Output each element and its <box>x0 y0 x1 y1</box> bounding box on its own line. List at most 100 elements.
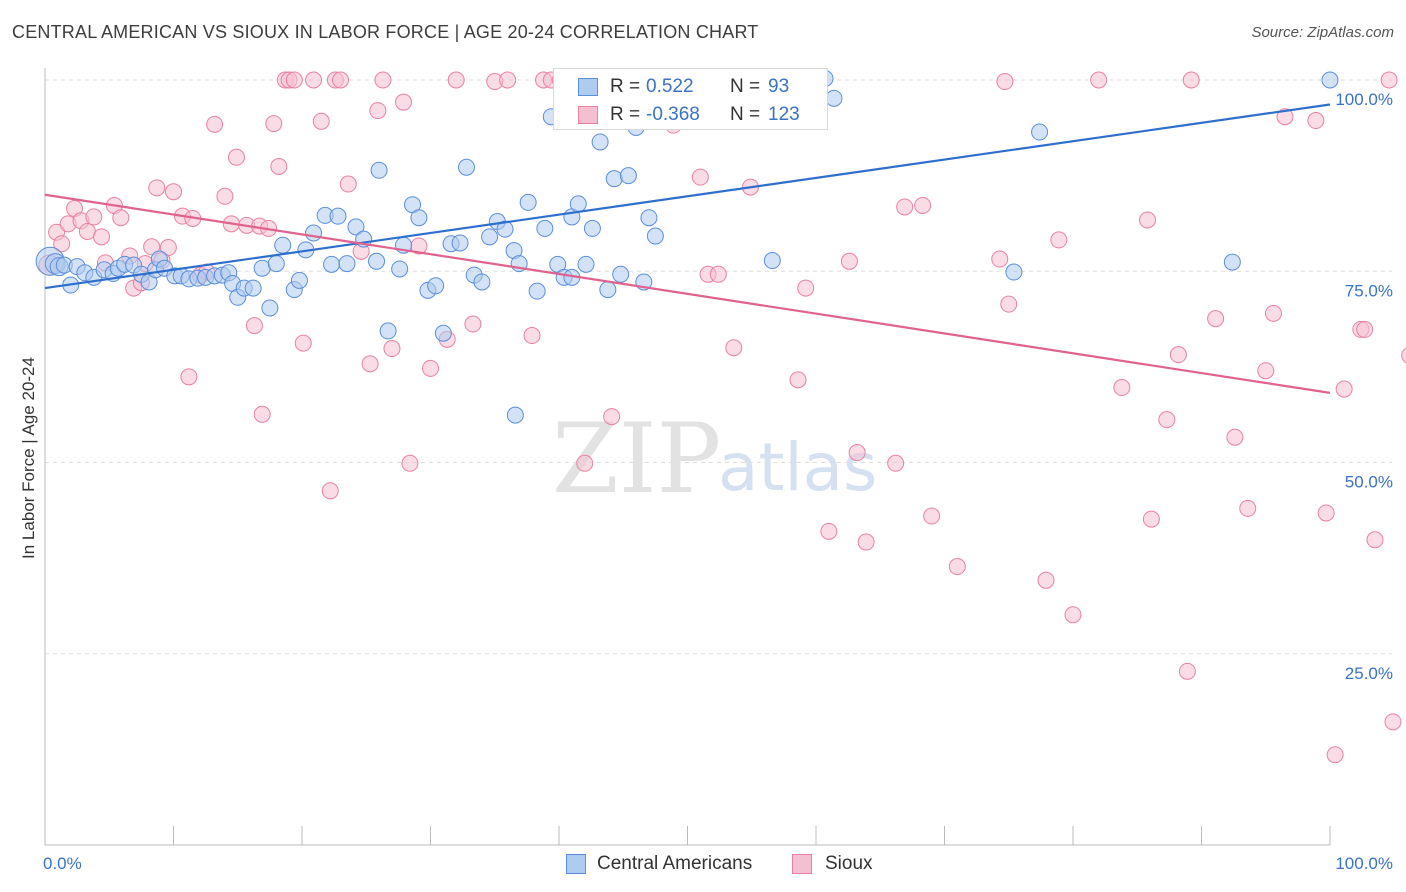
sioux-point <box>1113 379 1131 397</box>
central-americans-point <box>1031 123 1049 141</box>
bottom-legend-swatch-blue <box>566 854 586 874</box>
sioux-point <box>401 454 419 472</box>
sioux-point <box>253 405 271 423</box>
sioux-point <box>1257 362 1275 380</box>
sioux-point <box>1037 571 1055 589</box>
sioux-point <box>1307 112 1325 130</box>
sioux-point <box>1366 531 1384 549</box>
sioux-point <box>78 222 96 240</box>
sioux-point <box>339 175 357 193</box>
central-americans-point <box>451 234 469 252</box>
sioux-point <box>227 148 245 166</box>
series-central-americans-points <box>35 69 1339 424</box>
legend-row-central-americans: R = 0.522 N = 93 <box>554 72 827 100</box>
y-tick-label-75: 75.0% <box>1345 281 1393 300</box>
sioux-point <box>1169 346 1187 364</box>
sioux-point <box>332 71 350 89</box>
x-tick-label-max: 100.0% <box>1335 854 1393 873</box>
sioux-point <box>691 168 709 186</box>
sioux-point <box>1239 499 1257 517</box>
x-tick-label-min: 0.0% <box>43 854 82 873</box>
central-americans-point <box>583 219 601 237</box>
sioux-point <box>840 252 858 270</box>
trend-line-sioux <box>44 193 1331 394</box>
legend-r-label: R = <box>610 104 641 125</box>
legend-n-value: 93 <box>768 76 790 97</box>
central-americans-point <box>457 158 475 176</box>
sioux-point <box>820 522 838 540</box>
sioux-point <box>369 102 387 120</box>
central-americans-point <box>261 299 279 317</box>
sioux-point <box>603 408 621 426</box>
central-americans-point <box>391 260 409 278</box>
central-americans-point <box>434 324 452 342</box>
sioux-point <box>165 183 182 201</box>
sioux-point <box>1335 380 1353 398</box>
trend-lines <box>44 103 1331 394</box>
sioux-point <box>305 71 323 89</box>
central-americans-point <box>591 133 609 151</box>
legend-n-label: N = <box>730 104 761 125</box>
central-americans-point <box>473 273 491 291</box>
central-americans-point <box>1223 253 1241 271</box>
sioux-point <box>991 250 1009 268</box>
legend-r-label: R = <box>610 76 641 97</box>
sioux-point <box>1356 320 1374 338</box>
sioux-point <box>1207 310 1225 328</box>
sioux-point <box>180 368 198 386</box>
axes <box>44 68 1331 846</box>
sioux-point <box>383 340 401 358</box>
sioux-point <box>395 93 413 111</box>
central-americans-point <box>599 281 617 299</box>
sioux-point <box>53 235 71 253</box>
central-americans-point <box>329 207 347 225</box>
legend-n-value: 123 <box>768 104 800 125</box>
sioux-point <box>1226 428 1244 446</box>
sioux-point <box>857 533 875 551</box>
y-tick-label-100: 100.0% <box>1335 90 1393 109</box>
central-americans-point <box>496 220 514 238</box>
sioux-point <box>1326 746 1344 764</box>
sioux-point <box>1139 211 1157 229</box>
sioux-point <box>896 198 914 216</box>
sioux-point <box>265 115 283 133</box>
sioux-point <box>996 73 1014 91</box>
sioux-point <box>447 71 465 89</box>
central-americans-point <box>640 209 658 227</box>
central-americans-point <box>274 236 292 254</box>
sioux-point <box>709 265 727 283</box>
sioux-point <box>321 482 339 500</box>
series-sioux-points <box>38 71 1406 764</box>
sioux-point <box>848 444 866 462</box>
sioux-point <box>1182 71 1200 89</box>
central-americans-point <box>506 406 524 424</box>
legend-swatch-pink <box>578 106 598 124</box>
sioux-point <box>789 371 807 389</box>
legend-r-value: 0.522 <box>646 76 694 97</box>
central-americans-point <box>605 170 623 188</box>
sioux-point <box>361 355 379 373</box>
central-americans-point <box>528 282 546 300</box>
y-axis-title: In Labor Force | Age 20-24 <box>19 357 38 559</box>
sioux-point <box>422 359 439 377</box>
sioux-point <box>725 339 743 357</box>
bottom-legend-label-central-americans: Central Americans <box>597 853 753 874</box>
central-americans-point <box>338 255 356 273</box>
sioux-point <box>245 317 263 335</box>
central-americans-point <box>253 259 271 277</box>
sioux-point <box>159 239 177 257</box>
sioux-point <box>312 112 330 130</box>
central-americans-point <box>267 255 285 273</box>
sioux-point <box>112 209 130 227</box>
sioux-point <box>576 454 594 472</box>
central-americans-point <box>368 252 386 270</box>
sioux-point <box>1142 510 1160 528</box>
central-americans-point <box>290 271 308 289</box>
sioux-point <box>294 334 312 352</box>
central-americans-point <box>427 277 445 295</box>
central-americans-point <box>612 265 630 283</box>
sioux-point <box>1380 71 1398 89</box>
central-americans-point <box>347 218 365 236</box>
sioux-point <box>374 71 392 89</box>
